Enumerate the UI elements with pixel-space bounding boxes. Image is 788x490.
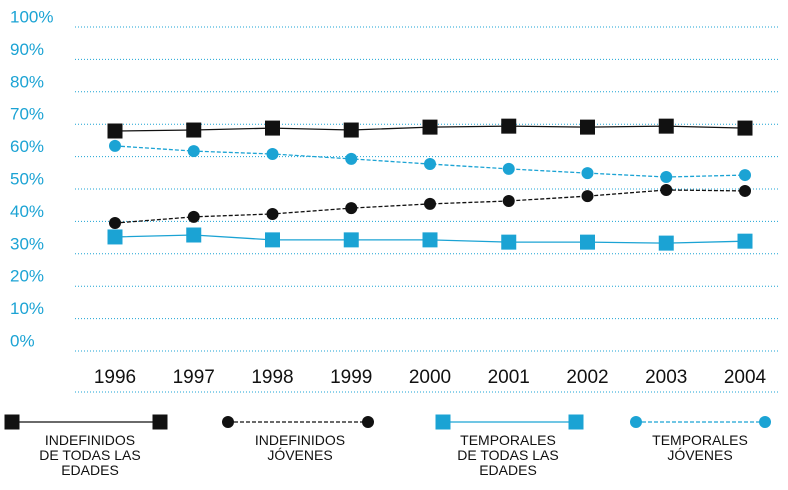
point — [186, 122, 202, 138]
legend-marker — [152, 414, 168, 430]
x-tick-label: 2001 — [488, 367, 530, 388]
point — [502, 162, 515, 175]
y-tick-label: 70% — [10, 105, 44, 124]
point — [739, 184, 751, 197]
y-tick-label: 90% — [10, 40, 44, 59]
point — [658, 118, 674, 134]
x-tick-label: 1997 — [173, 367, 215, 388]
point — [660, 183, 673, 196]
point — [265, 232, 280, 248]
point — [109, 217, 121, 230]
y-tick-label: 0% — [10, 331, 35, 350]
x-tick-label: 2002 — [566, 367, 608, 388]
point — [187, 210, 200, 223]
point — [737, 233, 753, 249]
point — [422, 232, 438, 248]
legend-marker — [435, 414, 451, 430]
y-tick-label: 20% — [10, 267, 44, 286]
point — [502, 194, 515, 207]
point — [266, 207, 279, 220]
point — [186, 227, 202, 243]
y-tick-label: 40% — [10, 202, 44, 221]
y-tick-label: 30% — [10, 234, 44, 253]
legend-marker — [759, 416, 771, 428]
point — [343, 232, 359, 248]
x-tick-label: 2000 — [409, 367, 451, 388]
x-tick-label: 2003 — [645, 367, 687, 388]
legend-label: TEMPORALES JÓVENES — [652, 432, 748, 463]
point — [658, 235, 674, 251]
point — [580, 234, 595, 250]
point — [187, 145, 200, 158]
x-tick-label: 2004 — [724, 367, 767, 388]
point — [107, 229, 123, 245]
point — [422, 119, 438, 135]
point — [660, 171, 673, 184]
point — [424, 197, 436, 210]
point — [345, 202, 358, 215]
point — [109, 139, 121, 152]
point — [739, 169, 751, 182]
point — [501, 118, 517, 134]
x-tick-label: 1998 — [251, 367, 293, 388]
y-tick-label: 60% — [10, 137, 44, 156]
y-tick-label: 10% — [10, 299, 44, 318]
point — [265, 120, 280, 136]
x-tick-label: 1999 — [330, 367, 372, 388]
point — [424, 158, 436, 171]
legend-marker — [4, 414, 20, 430]
legend-label: TEMPORALES DE TODAS LAS EDADES — [457, 432, 559, 478]
legend-marker — [222, 416, 234, 428]
legend-label: INDEFINIDOS JÓVENES — [254, 432, 346, 463]
legend-marker — [568, 414, 584, 430]
y-tick-label: 100% — [10, 7, 53, 26]
legend-marker — [362, 416, 374, 428]
point — [343, 122, 359, 138]
y-tick-label: 80% — [10, 72, 44, 91]
x-tick-label: 1996 — [94, 367, 136, 388]
point — [581, 167, 594, 180]
point — [581, 190, 594, 203]
point — [737, 120, 753, 136]
point — [266, 148, 279, 161]
y-tick-label: 50% — [10, 169, 44, 188]
point — [107, 123, 123, 139]
point — [580, 119, 595, 135]
point — [501, 234, 517, 250]
legend-label: INDEFINIDOS DE TODAS LAS EDADES — [39, 432, 141, 478]
legend-marker — [630, 416, 642, 428]
point — [345, 152, 358, 165]
